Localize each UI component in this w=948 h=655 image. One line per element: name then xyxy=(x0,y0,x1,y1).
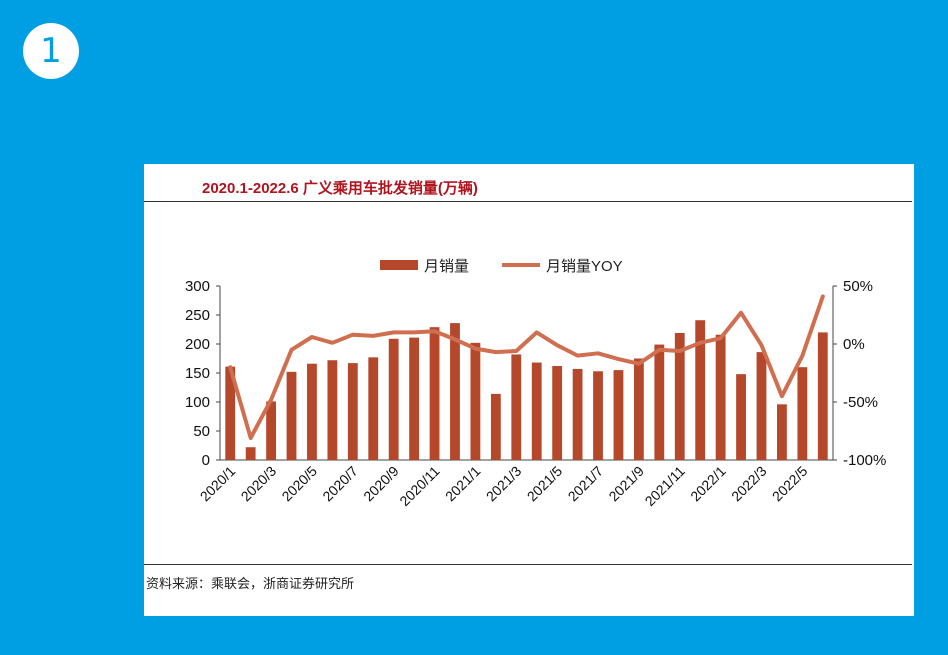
x-axis-tick-label: 2022/3 xyxy=(728,463,770,505)
step-number-badge: 1 xyxy=(23,23,79,79)
bar-monthly-sales xyxy=(368,357,379,460)
left-axis-tick-label: 150 xyxy=(185,365,210,382)
right-axis-tick-label: -50% xyxy=(843,394,878,411)
bar-monthly-sales xyxy=(450,323,460,460)
x-axis-tick-label: 2021/7 xyxy=(565,463,607,505)
right-axis-tick-label: 50% xyxy=(843,278,873,295)
bar-monthly-sales xyxy=(266,401,276,460)
right-axis-tick-label: 0% xyxy=(843,336,865,353)
bar-monthly-sales xyxy=(531,362,542,460)
left-axis-tick-label: 250 xyxy=(185,307,210,324)
bar-monthly-sales xyxy=(490,393,501,460)
right-axis-tick-label: -100% xyxy=(843,452,886,469)
x-axis-tick-label: 2022/1 xyxy=(687,463,729,505)
x-axis-tick-label: 2020/3 xyxy=(238,463,280,505)
x-axis-tick-label: 2020/5 xyxy=(278,463,320,505)
chart-title: 2020.1-2022.6 广义乘用车批发销量(万辆) xyxy=(202,180,478,197)
bar-monthly-sales xyxy=(286,371,297,460)
bar-monthly-sales xyxy=(715,334,726,460)
legend-swatch-bar xyxy=(380,260,418,270)
x-axis-tick-label: 2022/5 xyxy=(769,463,811,505)
bar-monthly-sales xyxy=(307,363,317,460)
left-axis-tick-label: 50 xyxy=(193,423,210,440)
x-axis-tick-label: 2020/7 xyxy=(319,463,361,505)
x-axis-tick-label: 2021/1 xyxy=(442,463,484,505)
left-axis-tick-label: 100 xyxy=(185,394,210,411)
bar-monthly-sales xyxy=(593,371,603,460)
left-axis-tick-label: 300 xyxy=(185,278,210,295)
bar-monthly-sales xyxy=(695,320,706,460)
bar-monthly-sales xyxy=(245,447,256,460)
left-axis-tick-label: 200 xyxy=(185,336,210,353)
bar-monthly-sales xyxy=(327,360,338,460)
bar-monthly-sales xyxy=(756,352,767,460)
bar-monthly-sales xyxy=(633,358,644,460)
x-axis-tick-label: 2021/11 xyxy=(642,463,689,510)
bar-monthly-sales xyxy=(347,363,358,460)
bar-monthly-sales xyxy=(674,332,685,460)
bar-monthly-sales xyxy=(613,370,624,460)
bar-monthly-sales xyxy=(797,367,808,460)
source-divider xyxy=(144,564,912,565)
bar-monthly-sales xyxy=(552,366,563,460)
bar-monthly-sales xyxy=(817,332,828,460)
bar-monthly-sales xyxy=(225,366,236,460)
x-axis-tick-label: 2021/5 xyxy=(524,463,566,505)
bar-monthly-sales xyxy=(777,404,787,460)
title-divider xyxy=(144,201,912,202)
source-note: 资料来源：乘联会，浙商证券研究所 xyxy=(146,577,355,592)
x-axis-tick-label: 2021/3 xyxy=(483,463,525,505)
legend-label-line: 月销量YOY xyxy=(546,258,623,275)
bar-monthly-sales xyxy=(470,342,481,460)
x-axis-tick-label: 2020/11 xyxy=(396,463,443,510)
chart-panel: 2020.1-2022.6 广义乘用车批发销量(万辆) 0 50 100 150 200… xyxy=(144,164,914,616)
bar-monthly-sales xyxy=(654,344,665,460)
bar-monthly-sales xyxy=(388,338,399,460)
bar-monthly-sales xyxy=(736,374,746,460)
line-sales-yoy xyxy=(228,294,825,440)
left-axis-tick-label: 0 xyxy=(202,452,210,469)
bar-monthly-sales xyxy=(409,337,420,460)
bar-monthly-sales xyxy=(429,327,440,460)
bar-monthly-sales xyxy=(572,368,583,460)
legend-label-bar: 月销量 xyxy=(424,258,469,275)
bar-monthly-sales xyxy=(511,354,522,460)
